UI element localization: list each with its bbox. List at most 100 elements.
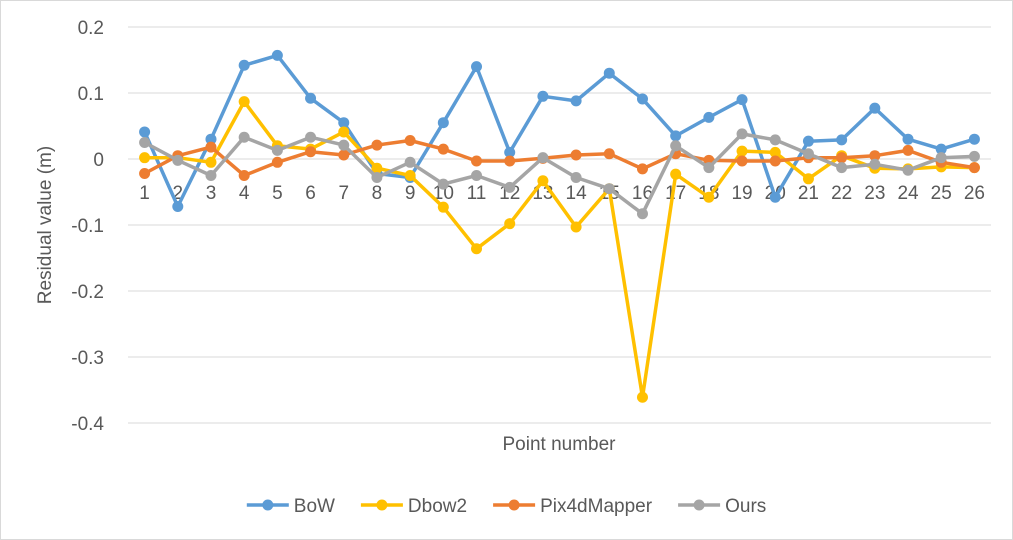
data-point <box>537 152 549 164</box>
legend-swatch-marker <box>508 499 520 511</box>
data-point <box>338 139 350 151</box>
legend-item: Pix4dMapper <box>493 496 653 517</box>
data-point <box>670 140 682 152</box>
data-point <box>371 171 383 183</box>
legend-label: Dbow2 <box>408 496 467 517</box>
data-point <box>172 201 184 213</box>
data-point <box>935 152 947 164</box>
data-point <box>437 143 449 155</box>
data-point <box>636 163 648 175</box>
data-point <box>537 90 549 102</box>
data-point <box>769 146 781 158</box>
y-tick-label: -0.1 <box>71 216 104 237</box>
x-tick-label: 9 <box>405 183 416 204</box>
x-tick-label: 25 <box>931 183 952 204</box>
x-tick-label: 6 <box>305 183 316 204</box>
data-point <box>338 117 350 129</box>
x-tick-label: 24 <box>897 183 919 204</box>
legend-item: BoW <box>246 496 335 517</box>
series-bow <box>139 49 980 213</box>
data-point <box>736 145 748 157</box>
data-point <box>670 168 682 180</box>
data-point <box>205 156 217 168</box>
data-point <box>836 152 848 164</box>
legend-label: Ours <box>725 496 766 517</box>
data-point <box>869 102 881 114</box>
y-axis-title: Residual value (m) <box>35 146 56 304</box>
data-point <box>205 170 217 181</box>
series-lines <box>139 49 980 403</box>
x-axis-title: Point number <box>502 434 616 455</box>
data-point <box>238 131 250 143</box>
data-point <box>703 191 715 203</box>
data-point <box>968 133 980 145</box>
legend: BoW Dbow2 Pix4dMapper Ours <box>246 496 766 517</box>
data-point <box>935 143 947 155</box>
x-tick-label: 22 <box>831 183 852 204</box>
legend-swatch-marker <box>693 499 705 511</box>
data-point <box>968 162 980 174</box>
data-point <box>869 158 881 170</box>
data-point <box>504 155 516 167</box>
data-point <box>802 135 814 147</box>
data-point <box>570 171 582 183</box>
data-point <box>271 144 283 156</box>
data-point <box>305 146 317 158</box>
data-point <box>736 128 748 140</box>
x-tick-label: 21 <box>798 183 819 204</box>
data-point <box>537 175 549 187</box>
series-pix4dmapper <box>139 135 980 181</box>
x-tick-label: 26 <box>964 183 985 204</box>
data-point <box>703 111 715 123</box>
data-point <box>371 139 383 151</box>
data-point <box>968 150 980 162</box>
x-tick-label: 16 <box>632 183 653 204</box>
x-tick-label: 14 <box>566 183 588 204</box>
x-tick-label: 11 <box>467 183 487 204</box>
data-point <box>836 162 848 174</box>
x-tick-label: 4 <box>239 183 250 204</box>
data-point <box>736 155 748 167</box>
data-point <box>371 162 383 174</box>
data-point <box>570 149 582 161</box>
legend-label: Pix4dMapper <box>540 496 653 517</box>
data-point <box>139 126 151 138</box>
x-tick-label: 8 <box>372 183 383 204</box>
data-point <box>404 135 416 147</box>
data-point <box>139 152 151 164</box>
data-point <box>902 144 914 156</box>
data-point <box>404 156 416 168</box>
x-tick-label: 2 <box>172 183 183 204</box>
x-tick-label: 5 <box>272 183 283 204</box>
data-point <box>603 67 615 79</box>
data-point <box>238 59 250 71</box>
data-point <box>404 170 416 181</box>
legend-label: BoW <box>294 496 335 517</box>
data-point <box>305 131 317 143</box>
x-tick-label: 3 <box>206 183 217 204</box>
x-axis-tick-labels: 1234567891011121314151617181920212223242… <box>139 183 985 204</box>
data-point <box>902 164 914 176</box>
series-ours <box>139 128 980 220</box>
data-point <box>437 201 449 213</box>
data-point <box>471 170 483 181</box>
data-point <box>570 221 582 233</box>
y-tick-label: -0.3 <box>71 348 104 369</box>
data-point <box>471 155 483 167</box>
x-tick-label: 23 <box>864 183 885 204</box>
data-point <box>636 93 648 105</box>
data-point <box>139 137 151 148</box>
gridlines <box>128 26 991 424</box>
legend-swatch-marker <box>262 499 274 511</box>
data-point <box>670 130 682 142</box>
data-point <box>570 95 582 107</box>
data-point <box>736 94 748 106</box>
data-point <box>437 178 449 190</box>
data-point <box>636 391 648 403</box>
legend-item: Dbow2 <box>360 496 467 517</box>
data-point <box>636 208 648 220</box>
data-point <box>603 183 615 195</box>
data-point <box>271 156 283 168</box>
data-point <box>338 149 350 161</box>
